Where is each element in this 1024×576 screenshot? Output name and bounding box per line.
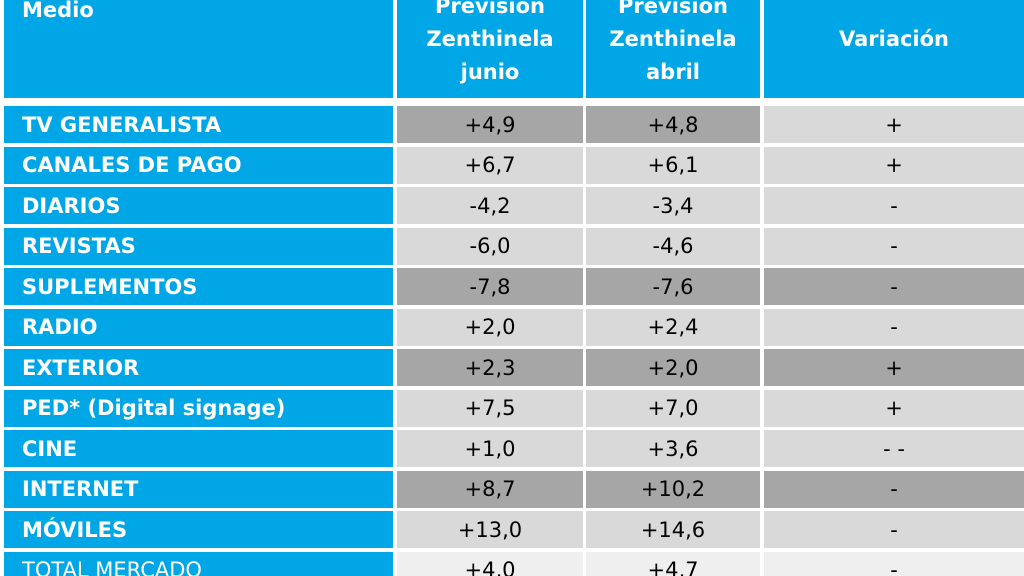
value-cell: +13,0 [397,511,583,548]
value-cell: +3,6 [586,430,760,467]
value-cell: + [764,389,1024,427]
value-cell: +8,7 [397,470,583,508]
row-label: DIARIOS [4,187,393,224]
value-cell: +7,0 [586,389,760,427]
value-cell: - [764,268,1024,305]
row-label: CANALES DE PAGO [4,146,393,184]
value-cell: - [764,511,1024,548]
value-cell: +4,9 [397,106,583,143]
value-cell: +4,0 [397,551,583,576]
value-cell: +1,0 [397,430,583,467]
row-label: MÓVILES [4,511,393,548]
value-cell: - [764,187,1024,224]
value-cell: +6,7 [397,146,583,184]
value-cell: -7,6 [586,268,760,305]
value-cell: +2,3 [397,349,583,386]
value-cell: +2,4 [586,308,760,346]
value-cell: + [764,146,1024,184]
value-cell: +4,7 [586,551,760,576]
row-label: INTERNET [4,470,393,508]
value-cell: -7,8 [397,268,583,305]
value-cell: +4,8 [586,106,760,143]
row-label: TOTAL MERCADO [4,551,393,576]
value-cell: - [764,551,1024,576]
value-cell: +7,5 [397,389,583,427]
row-label: TV GENERALISTA [4,106,393,143]
value-cell: - [764,470,1024,508]
value-cell: - [764,308,1024,346]
value-cell: +6,1 [586,146,760,184]
value-cell: -4,6 [586,227,760,265]
value-cell: + [764,106,1024,143]
value-cell: +10,2 [586,470,760,508]
value-cell: +2,0 [586,349,760,386]
row-label: SUPLEMENTOS [4,268,393,305]
value-cell: -3,4 [586,187,760,224]
header-cell: Previsión Zenthinela junio [397,0,583,98]
row-label: RADIO [4,308,393,346]
value-cell: +14,6 [586,511,760,548]
row-label: EXTERIOR [4,349,393,386]
header-cell: Previsión Zenthinela abril [586,0,760,98]
value-cell: - - [764,430,1024,467]
value-cell: +2,0 [397,308,583,346]
value-cell: - [764,227,1024,265]
header-cell: Variación [764,0,1024,98]
row-label: REVISTAS [4,227,393,265]
value-cell: + [764,349,1024,386]
row-label: CINE [4,430,393,467]
value-cell: -6,0 [397,227,583,265]
row-label: PED* (Digital signage) [4,389,393,427]
header-cell: Medio [4,0,393,98]
value-cell: -4,2 [397,187,583,224]
